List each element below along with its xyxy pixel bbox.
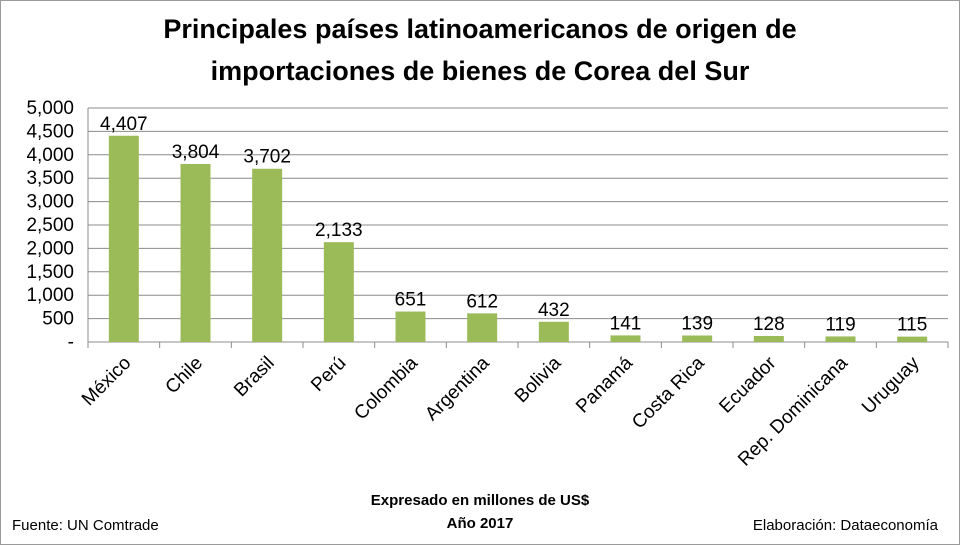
data-label: 612 — [466, 291, 498, 312]
y-tick-label: 2,500 — [26, 215, 74, 236]
credit-note: Elaboración: Dataeconomía — [752, 517, 938, 534]
y-tick-label: 4,500 — [26, 121, 74, 142]
bar — [825, 336, 856, 342]
data-label: 128 — [753, 314, 785, 335]
data-label: 3,804 — [172, 142, 220, 163]
bar — [467, 313, 498, 342]
chart-title-line-1: Principales países latinoamericanos de o… — [163, 14, 797, 44]
data-label: 2,133 — [315, 220, 363, 241]
bar — [252, 168, 283, 342]
bar — [682, 335, 713, 342]
bar — [323, 242, 354, 342]
bar — [753, 336, 784, 342]
x-tick-label: México — [78, 353, 135, 410]
x-tick-label: Perú — [307, 353, 350, 396]
y-tick-label: 5,000 — [26, 98, 74, 119]
chart-note-units: Expresado en millones de US$ — [370, 492, 590, 509]
y-tick-label: - — [68, 332, 74, 353]
y-tick-label: 4,000 — [26, 145, 74, 166]
bar — [395, 311, 426, 342]
data-label: 4,407 — [100, 114, 148, 135]
source-note: Fuente: UN Comtrade — [12, 517, 159, 534]
data-label: 651 — [395, 290, 427, 311]
data-label: 139 — [681, 313, 713, 334]
y-tick-label: 3,000 — [26, 192, 74, 213]
chart-title-line-2: importaciones de bienes de Corea del Sur — [210, 56, 750, 86]
x-tick-label: Argentina — [421, 352, 494, 425]
y-tick-label: 1,500 — [26, 262, 74, 283]
x-tick-label: Ecuador — [715, 352, 780, 417]
y-tick-label: 500 — [42, 309, 74, 330]
x-tick-label: Costa Rica — [628, 352, 709, 433]
chart-note-year: Año 2017 — [446, 515, 514, 532]
bar — [538, 321, 569, 342]
data-label: 115 — [897, 315, 927, 336]
x-tick-label: Uruguay — [858, 352, 924, 418]
bar — [108, 135, 139, 342]
y-tick-label: 2,000 — [26, 238, 74, 259]
bar — [610, 335, 641, 342]
x-tick-label: Brasil — [230, 353, 278, 401]
x-tick-label: Panamá — [572, 352, 637, 417]
data-label: 3,702 — [243, 147, 291, 168]
bar — [180, 163, 211, 342]
y-tick-label: 1,000 — [26, 285, 74, 306]
y-tick-label: 3,500 — [26, 168, 74, 189]
x-tick-label: Colombia — [350, 352, 422, 424]
data-label: 432 — [538, 300, 570, 321]
bar — [897, 336, 928, 342]
data-label: 141 — [610, 313, 642, 334]
x-tick-label: Bolivia — [511, 352, 566, 407]
x-tick-label: Chile — [162, 353, 207, 398]
chart-title: Principales países latinoamericanos de o… — [0, 8, 960, 92]
data-label: 119 — [825, 314, 855, 335]
